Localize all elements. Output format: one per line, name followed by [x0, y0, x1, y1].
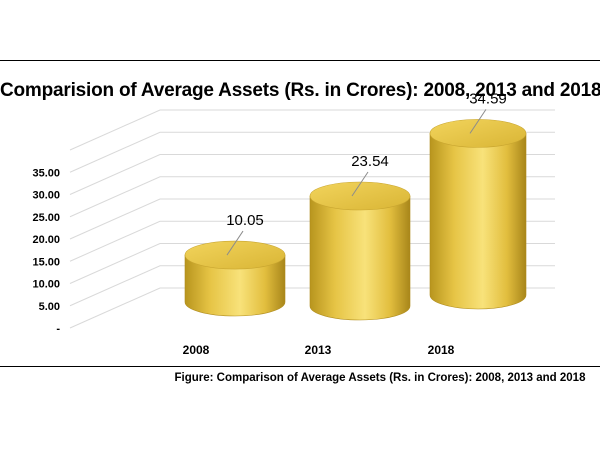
y-tick-label: 35.00 [32, 167, 60, 179]
y-tick-label: - [56, 323, 60, 335]
data-label-2018: 34.59 [469, 90, 507, 107]
bar-layer: 10.05 23.54 34.59 [184, 90, 527, 321]
y-tick-label: 10.00 [32, 279, 60, 291]
y-tick-label: 20.00 [32, 234, 60, 246]
x-tick-label-2013: 2013 [305, 343, 332, 357]
x-tick-label-2008: 2008 [183, 343, 210, 357]
y-tick-label: 25.00 [32, 212, 60, 224]
y-tick-label: 30.00 [32, 190, 60, 202]
gridline [69, 265, 555, 307]
bar-body [309, 195, 411, 321]
gridline [69, 176, 555, 218]
leader-line [469, 109, 487, 134]
gridline [69, 154, 555, 195]
gridline [69, 287, 555, 329]
y-axis-ticks: - 5.00 10.00 15.00 20.00 25.00 30.00 35.00 [32, 167, 60, 335]
data-label-2008: 10.05 [226, 212, 264, 229]
bar-top [184, 240, 286, 270]
data-label-2013: 23.54 [351, 153, 389, 170]
x-tick-label-2018: 2018 [428, 343, 455, 357]
top-rule [0, 60, 600, 61]
y-tick-label: 5.00 [39, 301, 60, 313]
gridline [69, 220, 555, 262]
bar-body [429, 133, 527, 310]
bottom-rule [0, 366, 600, 367]
gridline [69, 131, 555, 173]
figure-caption: Figure: Comparison of Average Assets (Rs… [174, 372, 586, 384]
grid-layer [69, 109, 555, 329]
x-axis-ticks: 2008 2013 2018 [183, 343, 455, 357]
bar-top [309, 181, 411, 211]
bar-2018 [429, 109, 527, 310]
bar-top [429, 119, 527, 148]
gridline [69, 109, 555, 151]
gridline [69, 198, 555, 240]
leader-line [351, 171, 369, 197]
bar-2008 [184, 230, 286, 317]
leader-line [226, 230, 244, 256]
chart-title: Comparision of Average Assets (Rs. in Cr… [0, 80, 600, 101]
y-tick-label: 15.00 [32, 256, 60, 268]
bar-2013 [309, 171, 411, 321]
gridline [69, 243, 555, 284]
bar-body [184, 254, 286, 317]
